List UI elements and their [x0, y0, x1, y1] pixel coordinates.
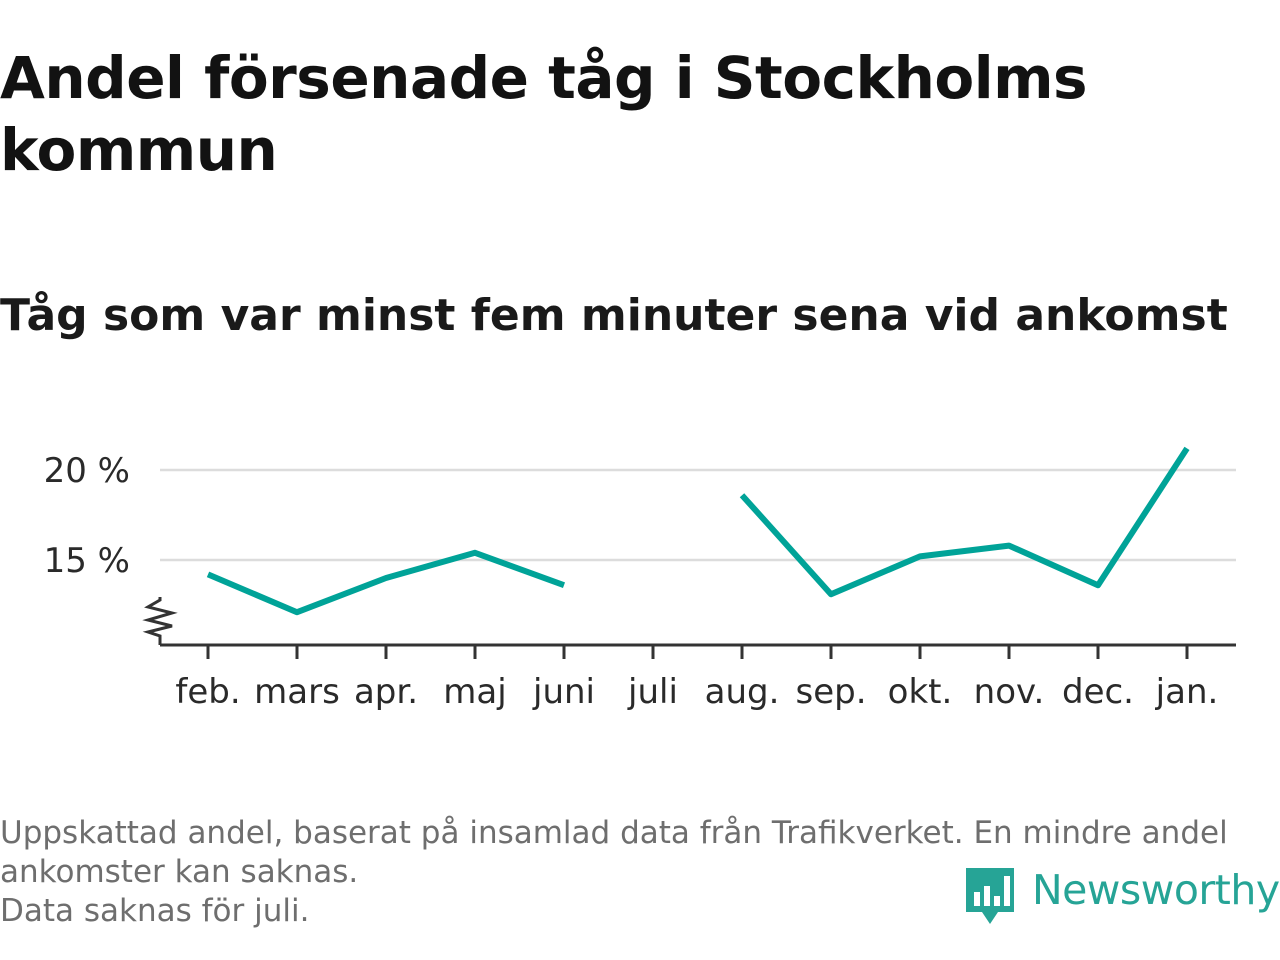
x-tick-label: dec.: [1062, 672, 1134, 712]
footnote-missing-data: Data saknas för juli.: [0, 893, 310, 929]
x-tick-label: juni: [532, 672, 595, 712]
x-tick-label: aug.: [705, 672, 780, 712]
chart-subtitle: Tåg som var minst fem minuter sena vid a…: [0, 290, 1228, 341]
x-tick-label: apr.: [354, 672, 418, 712]
x-axis-ticks: feb. mars apr. maj juni juli aug. sep. okt. nov. d…: [175, 645, 1218, 712]
line-chart: 15 % 20 % feb. mars apr. maj juni juli aug. sep.…: [44, 446, 1236, 712]
series-lines: [206, 446, 1190, 616]
y-tick-label: 20 %: [44, 451, 130, 491]
y-axis-ticks: 15 % 20 %: [44, 451, 130, 581]
x-tick-label: maj: [443, 672, 506, 712]
grid-lines: [160, 468, 1236, 562]
series-line-segment: [206, 549, 566, 616]
newsworthy-logo-icon: [966, 868, 1014, 924]
series-line-segment: [739, 446, 1190, 598]
x-tick-label: juli: [627, 672, 678, 712]
x-tick-label: nov.: [974, 672, 1045, 712]
footnote-source: Uppskattad andel, baserat på insamlad da…: [0, 815, 1228, 890]
newsworthy-logo: Newsworthy: [962, 862, 1280, 928]
x-tick-label: jan.: [1155, 672, 1219, 712]
y-tick-label: 15 %: [44, 541, 130, 581]
x-tick-label: okt.: [888, 672, 953, 712]
x-tick-label: mars: [254, 672, 340, 712]
axis-break-marker: [142, 597, 178, 645]
logo-text: Newsworthy: [1032, 866, 1280, 914]
x-tick-label: feb.: [175, 672, 240, 712]
chart-title: Andel försenade tåg i Stockholms kommun: [0, 44, 1088, 184]
x-axis: [142, 597, 1236, 647]
footnote: Uppskattad andel, baserat på insamlad da…: [0, 814, 1270, 931]
x-tick-label: sep.: [795, 672, 866, 712]
